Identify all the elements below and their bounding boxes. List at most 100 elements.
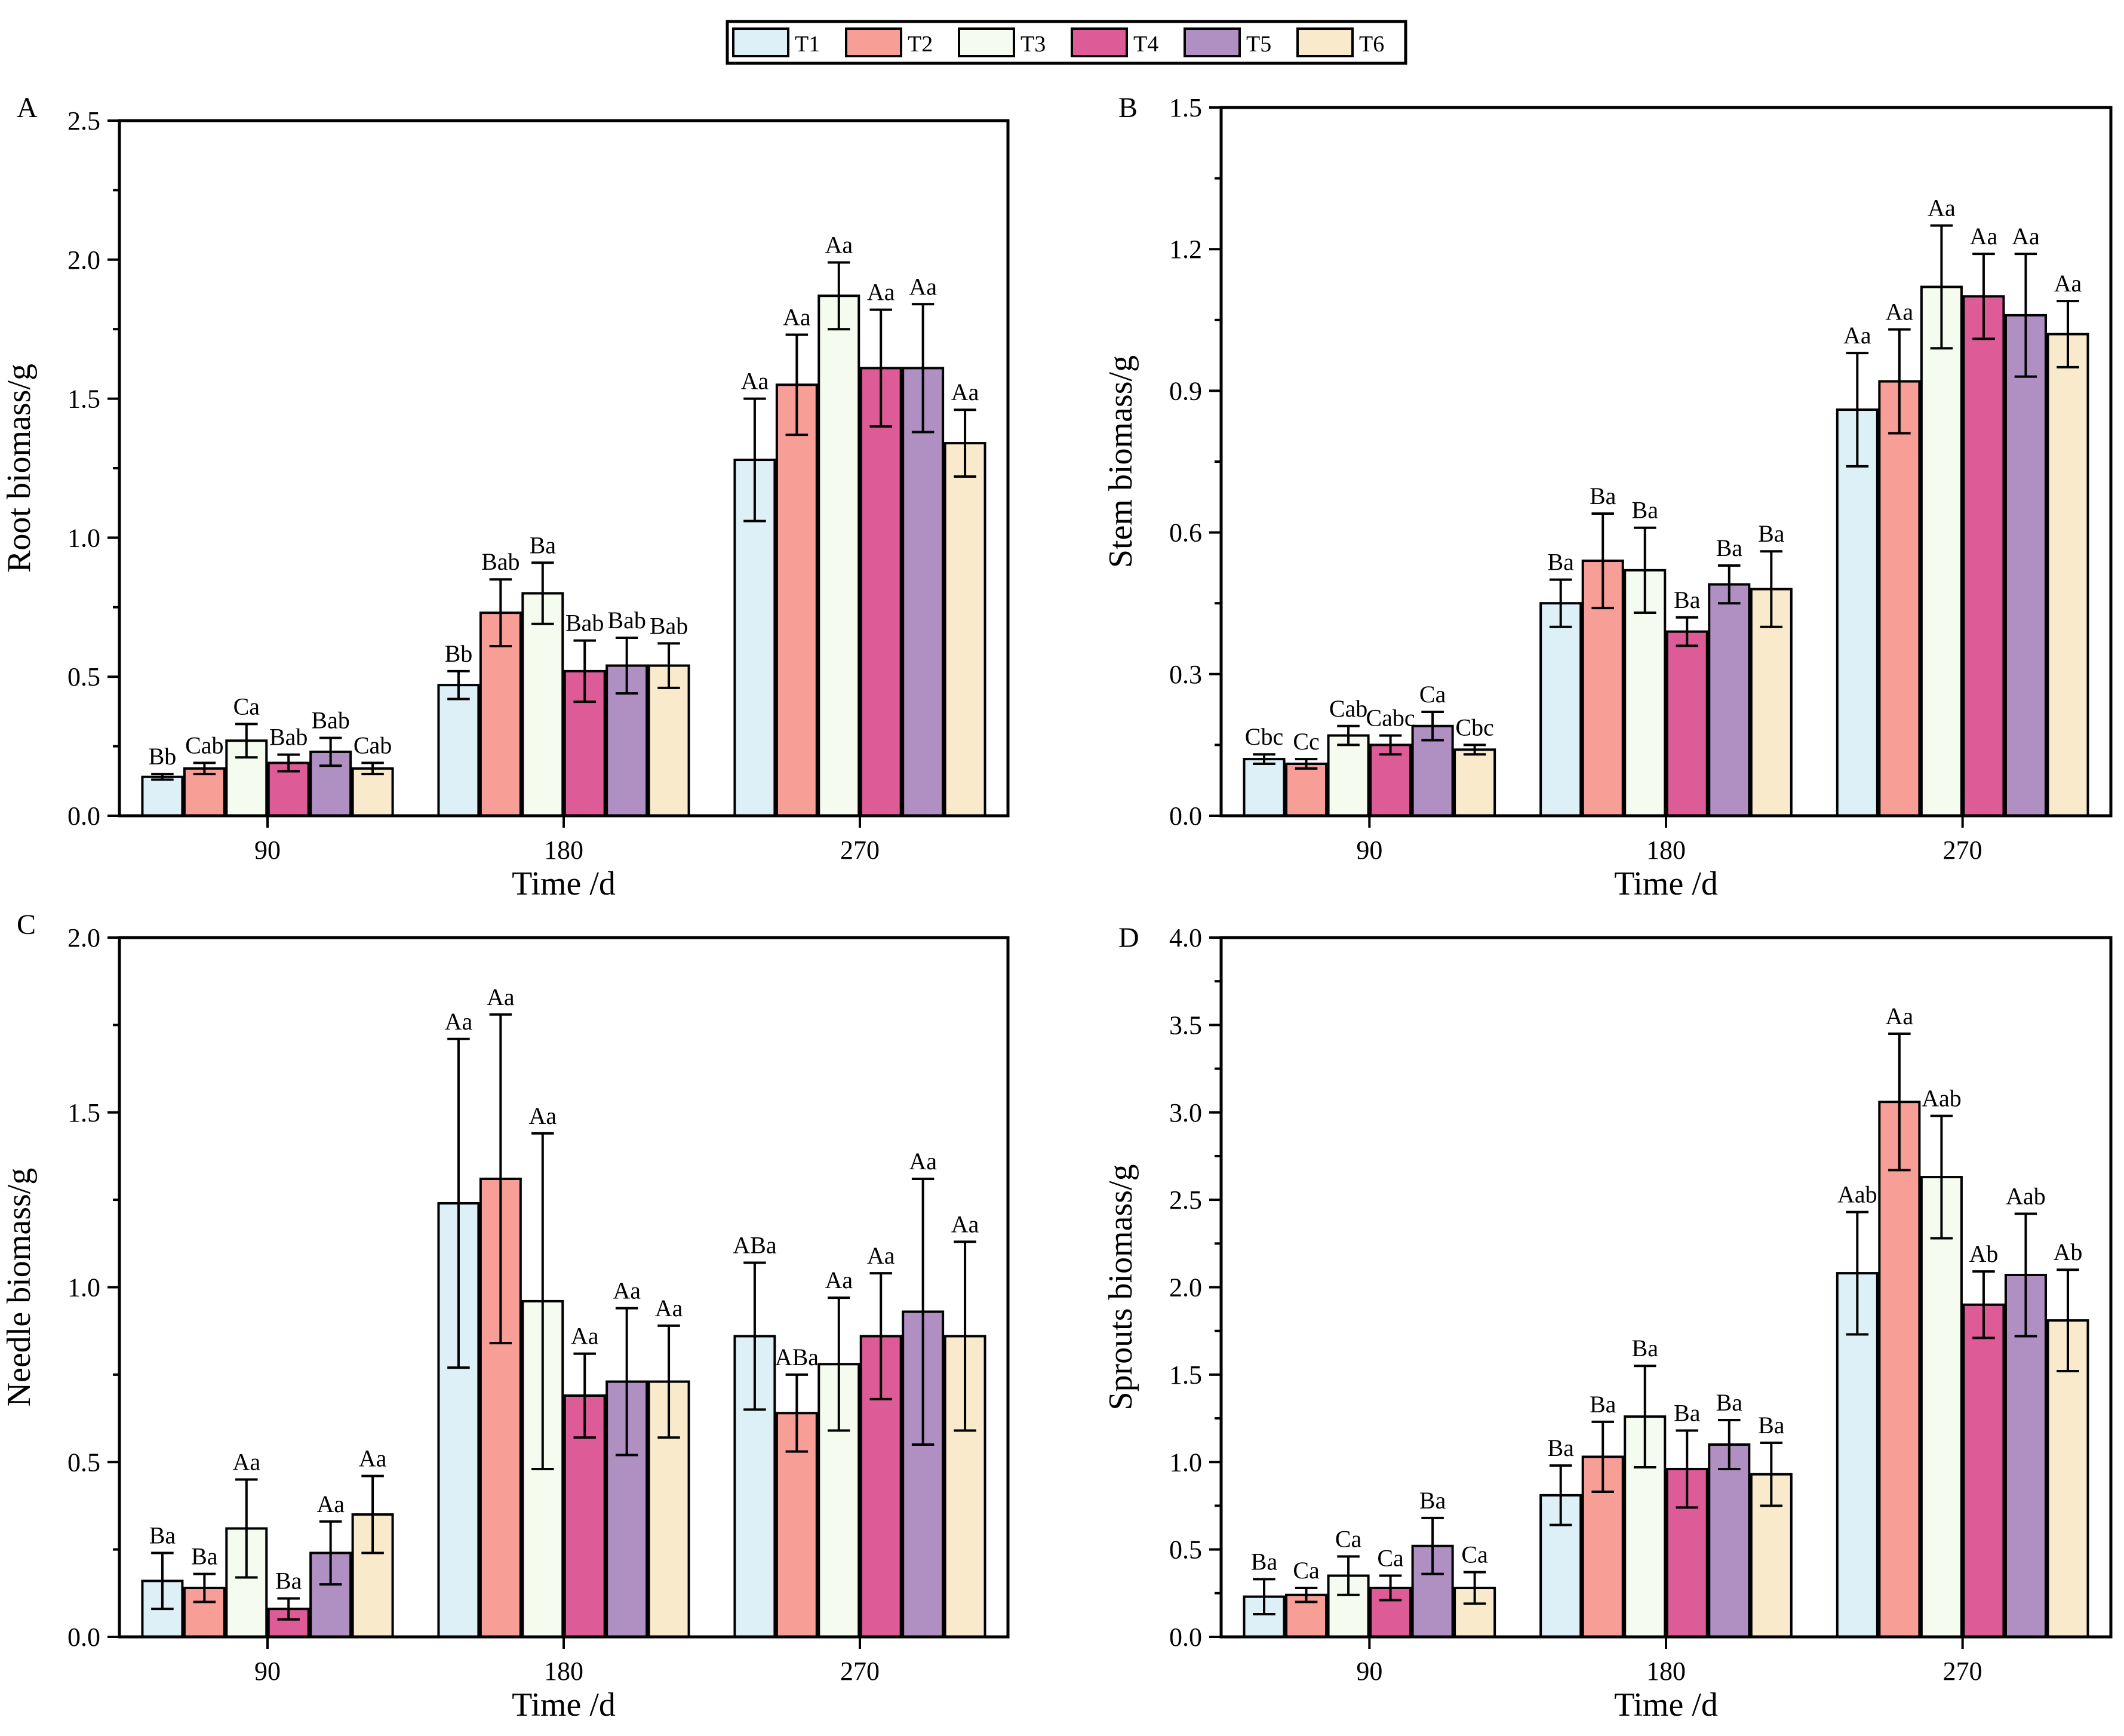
significance-letter: Ba (1547, 1434, 1574, 1461)
x-tick-label: 180 (1646, 835, 1686, 865)
y-tick-label: 1.5 (67, 385, 100, 414)
bar-t6-270 (943, 442, 986, 817)
significance-letter: Aa (316, 1491, 345, 1517)
significance-letter: Aa (1886, 299, 1914, 325)
y-tick-label: 0.5 (1169, 1535, 1202, 1565)
significance-letter: Aa (2012, 223, 2040, 250)
y-axis-title: Sprouts biomass/g (1102, 1164, 1139, 1410)
significance-letter: Bab (481, 548, 520, 575)
panel-d: D 0.0 0.5 1.0 1.5 2.0 2.5 3.0 3.5 4.0 Sprouts biom… (1102, 922, 2113, 1723)
x-axis-title: Time /d (512, 1686, 616, 1723)
bar-t1-180 (1539, 602, 1582, 817)
x-tick-label: 90 (254, 835, 281, 865)
x-tick-label: 180 (544, 1657, 583, 1686)
y-tick-label: 0.0 (67, 1623, 100, 1652)
significance-letter: Ba (1674, 1400, 1701, 1427)
bar-t3-270 (1920, 1176, 1963, 1638)
legend-swatch-t6 (1296, 27, 1354, 57)
legend-frame (726, 20, 1407, 65)
significance-letter: Ca (1461, 1541, 1488, 1568)
legend-label-t1: T1 (795, 32, 820, 57)
significance-letter: Ba (149, 1522, 176, 1548)
significance-letter: Bb (149, 743, 177, 770)
significance-letter: Aa (1970, 223, 1998, 250)
significance-letter: Aab (1837, 1181, 1877, 1208)
y-tick-label: 2.5 (1169, 1185, 1202, 1215)
plot-frame (118, 936, 1010, 1639)
significance-letter: Ba (1632, 497, 1659, 524)
y-tick-label: 0.0 (67, 801, 100, 831)
legend: T1 T2 T3 T4 T5 T6 (726, 20, 1407, 65)
x-tick-label: 90 (1356, 1657, 1382, 1686)
x-tick-label: 270 (1943, 1657, 1982, 1686)
significance-letter: Ca (1377, 1545, 1404, 1572)
significance-letter: Aa (571, 1323, 599, 1350)
significance-letter: Bab (607, 607, 646, 634)
significance-letter: Aa (1843, 322, 1871, 349)
significance-letter: Cab (185, 732, 223, 759)
bar-t4-270 (1962, 1303, 2005, 1638)
significance-letter: Aab (1922, 1085, 1962, 1112)
panel-label: B (1118, 92, 1138, 124)
y-tick-label: 1.5 (67, 1098, 100, 1127)
significance-letter: Ba (1716, 1389, 1743, 1416)
significance-letter: Aa (1886, 1003, 1914, 1030)
x-tick-label: 180 (544, 835, 583, 865)
significance-letter: ABa (775, 1344, 819, 1371)
bar-t6-90 (1453, 748, 1496, 817)
panel-b: B 0.0 0.3 0.6 0.9 1.2 1.5 Stem biomass/g 90 Cbc Cc… (1102, 92, 2113, 902)
y-tick-label: 0.3 (1169, 660, 1202, 689)
panel-label: D (1118, 922, 1139, 954)
bar-t6-270 (2046, 333, 2089, 817)
legend-label-t4: T4 (1133, 32, 1158, 57)
y-tick-label: 1.0 (67, 523, 100, 552)
significance-letter: Ba (1547, 549, 1574, 576)
bar-t2-90 (1285, 763, 1328, 817)
y-tick-label: 2.0 (1169, 1273, 1202, 1302)
significance-letter: Aa (613, 1277, 641, 1304)
plot-frame (1219, 936, 2113, 1639)
significance-letter: Bb (445, 640, 473, 667)
significance-letter: Cbc (1245, 723, 1283, 750)
plot-frame (118, 119, 1010, 818)
y-axis-title: Stem biomass/g (1102, 355, 1139, 568)
significance-letter: Bab (650, 612, 688, 639)
bar-t1-270 (1836, 408, 1879, 817)
bar-t2-270 (775, 383, 818, 817)
legend-swatch-t4 (1071, 27, 1128, 57)
significance-letter: Cc (1293, 728, 1319, 755)
significance-letter: Ba (1590, 483, 1616, 509)
bar-t4-180 (1665, 630, 1708, 817)
bar-t2-270 (1878, 1101, 1921, 1639)
panel-c: C 0.0 0.5 1.0 1.5 2.0 Needle biomass/g 90 Ba Ba Aa… (1, 909, 1010, 1723)
panel-a: A 0.0 0.5 1.0 1.5 2.0 2.5 Root biomass/g 90 Bb Cab… (1, 92, 1010, 902)
y-tick-label: 0.5 (67, 662, 100, 692)
y-tick-label: 0.5 (67, 1448, 100, 1477)
bar-t4-90 (1369, 743, 1412, 818)
x-tick-label: 270 (1943, 835, 1982, 865)
legend-swatch-t5 (1184, 27, 1241, 57)
bar-t3-270 (817, 294, 860, 817)
bar-t5-270 (902, 367, 945, 817)
significance-letter: Ca (1419, 681, 1446, 708)
y-tick-label: 3.0 (1169, 1098, 1202, 1127)
x-tick-label: 90 (1356, 835, 1382, 865)
y-tick-label: 1.5 (1169, 1360, 1202, 1390)
y-tick-label: 0.9 (1169, 376, 1202, 405)
x-tick-label: 270 (840, 1657, 880, 1686)
significance-letter: Aab (2006, 1183, 2046, 1210)
significance-letter: Ba (275, 1568, 302, 1594)
significance-letter: Cbc (1455, 714, 1493, 741)
significance-letter: Aa (232, 1449, 260, 1476)
legend-label-t6: T6 (1359, 32, 1384, 57)
x-tick-label: 90 (254, 1657, 281, 1686)
significance-letter: Bab (565, 610, 604, 637)
significance-letter: Cab (354, 732, 392, 759)
y-tick-label: 1.2 (1169, 235, 1202, 264)
bar-t6-180 (647, 664, 690, 818)
bar-t3-270 (1920, 285, 1963, 818)
y-tick-label: 0.0 (1169, 1623, 1202, 1652)
significance-letter: Aa (2054, 270, 2082, 297)
significance-letter: Ba (1251, 1548, 1278, 1575)
significance-letter: Aa (867, 1242, 895, 1269)
